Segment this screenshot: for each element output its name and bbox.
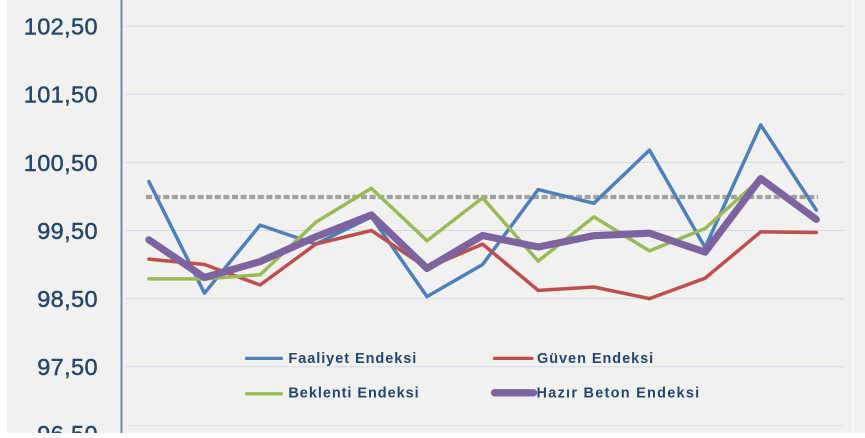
svg-text:Faaliyet Endeksi: Faaliyet Endeksi [288,351,417,367]
svg-text:97,50: 97,50 [37,354,98,380]
svg-text:98,50: 98,50 [37,286,98,312]
svg-text:Beklenti Endeksi: Beklenti Endeksi [288,385,419,401]
svg-text:99,50: 99,50 [37,218,98,244]
svg-text:100,50: 100,50 [24,150,98,176]
svg-text:Hazır Beton Endeksi: Hazır Beton Endeksi [537,385,701,401]
svg-text:Güven Endeksi: Güven Endeksi [537,351,654,367]
svg-text:102,50: 102,50 [24,14,98,40]
svg-text:101,50: 101,50 [24,82,98,108]
svg-text:96,50: 96,50 [37,421,98,433]
